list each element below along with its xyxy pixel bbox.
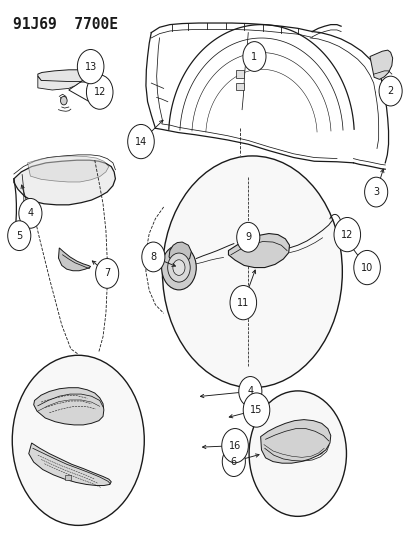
Circle shape: [77, 50, 104, 84]
Text: 12: 12: [93, 87, 106, 97]
Circle shape: [249, 391, 346, 516]
Circle shape: [167, 253, 190, 282]
Text: 8: 8: [150, 252, 156, 262]
Circle shape: [60, 96, 67, 105]
Polygon shape: [33, 387, 104, 425]
Text: 4: 4: [247, 386, 253, 397]
Text: 9: 9: [244, 232, 251, 243]
Polygon shape: [169, 242, 191, 264]
Polygon shape: [89, 78, 104, 103]
Text: 6: 6: [230, 457, 236, 466]
Circle shape: [8, 221, 31, 251]
Polygon shape: [235, 70, 244, 78]
Polygon shape: [235, 83, 244, 90]
Circle shape: [142, 242, 164, 272]
Polygon shape: [14, 160, 115, 205]
Text: 12: 12: [340, 230, 353, 240]
Polygon shape: [28, 443, 111, 486]
Circle shape: [243, 393, 269, 427]
Circle shape: [127, 124, 154, 159]
Circle shape: [86, 75, 113, 109]
Polygon shape: [27, 156, 109, 182]
Circle shape: [222, 447, 245, 477]
Polygon shape: [58, 248, 90, 271]
Circle shape: [95, 259, 119, 288]
Text: 2: 2: [387, 86, 393, 96]
Circle shape: [161, 245, 196, 290]
Polygon shape: [64, 475, 71, 480]
Text: 13: 13: [84, 62, 97, 71]
Text: 3: 3: [372, 187, 378, 197]
Circle shape: [242, 42, 266, 71]
Text: 1: 1: [251, 52, 257, 61]
Polygon shape: [38, 70, 103, 82]
Circle shape: [353, 251, 380, 285]
Circle shape: [238, 376, 261, 406]
Text: 5: 5: [16, 231, 22, 241]
Polygon shape: [38, 76, 81, 90]
Text: 16: 16: [228, 441, 241, 451]
Circle shape: [378, 76, 401, 106]
Circle shape: [230, 286, 256, 320]
Circle shape: [19, 198, 42, 228]
Text: 7: 7: [104, 269, 110, 278]
Polygon shape: [228, 233, 289, 268]
Text: 14: 14: [135, 136, 147, 147]
Text: 10: 10: [360, 263, 372, 272]
Circle shape: [173, 260, 185, 276]
Circle shape: [236, 222, 259, 252]
Circle shape: [333, 217, 360, 252]
Polygon shape: [266, 430, 325, 458]
Circle shape: [162, 156, 342, 387]
Text: 4: 4: [27, 208, 33, 219]
Circle shape: [364, 177, 387, 207]
Polygon shape: [260, 419, 330, 463]
Circle shape: [12, 356, 144, 526]
Text: 15: 15: [250, 405, 262, 415]
Text: 91J69  7700E: 91J69 7700E: [13, 17, 118, 31]
Polygon shape: [369, 50, 392, 79]
Circle shape: [221, 429, 248, 463]
Text: 11: 11: [237, 297, 249, 308]
